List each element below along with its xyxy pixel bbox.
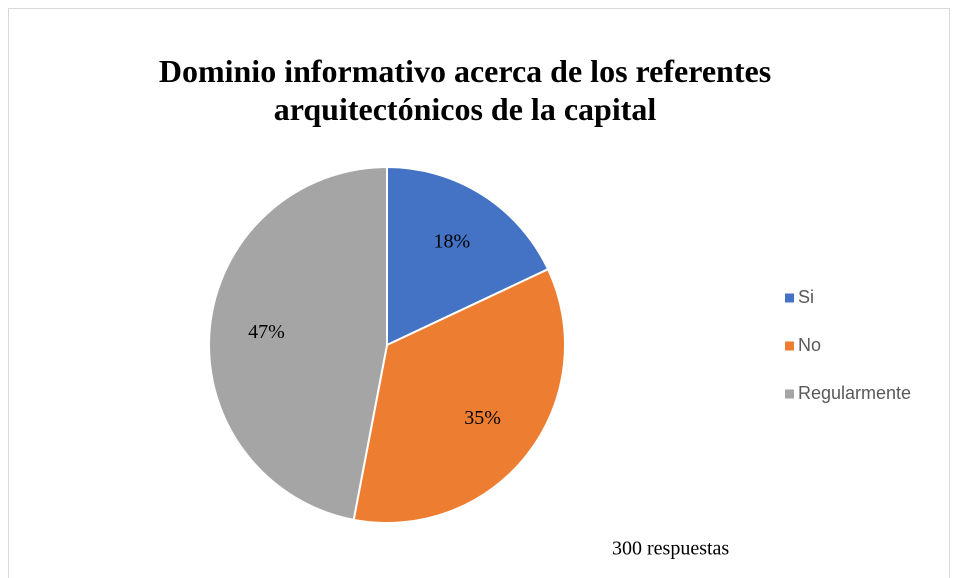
chart-border <box>8 8 950 578</box>
legend-swatch <box>785 341 794 351</box>
annotation: 300 respuestas <box>612 538 729 560</box>
data-label: 18% <box>434 230 471 252</box>
legend-label: Regularmente <box>798 383 911 403</box>
pie-slice <box>386 165 550 347</box>
legend-label: Si <box>798 287 814 307</box>
pie-slice <box>352 267 566 524</box>
chart-title: Dominio informativo acerca de los refere… <box>158 53 772 127</box>
legend-swatch <box>785 293 794 303</box>
data-label: 47% <box>248 321 285 343</box>
data-label: 35% <box>464 407 501 429</box>
legend-swatch <box>785 389 794 399</box>
pie-slice <box>208 165 388 522</box>
legend-label: No <box>798 335 821 355</box>
